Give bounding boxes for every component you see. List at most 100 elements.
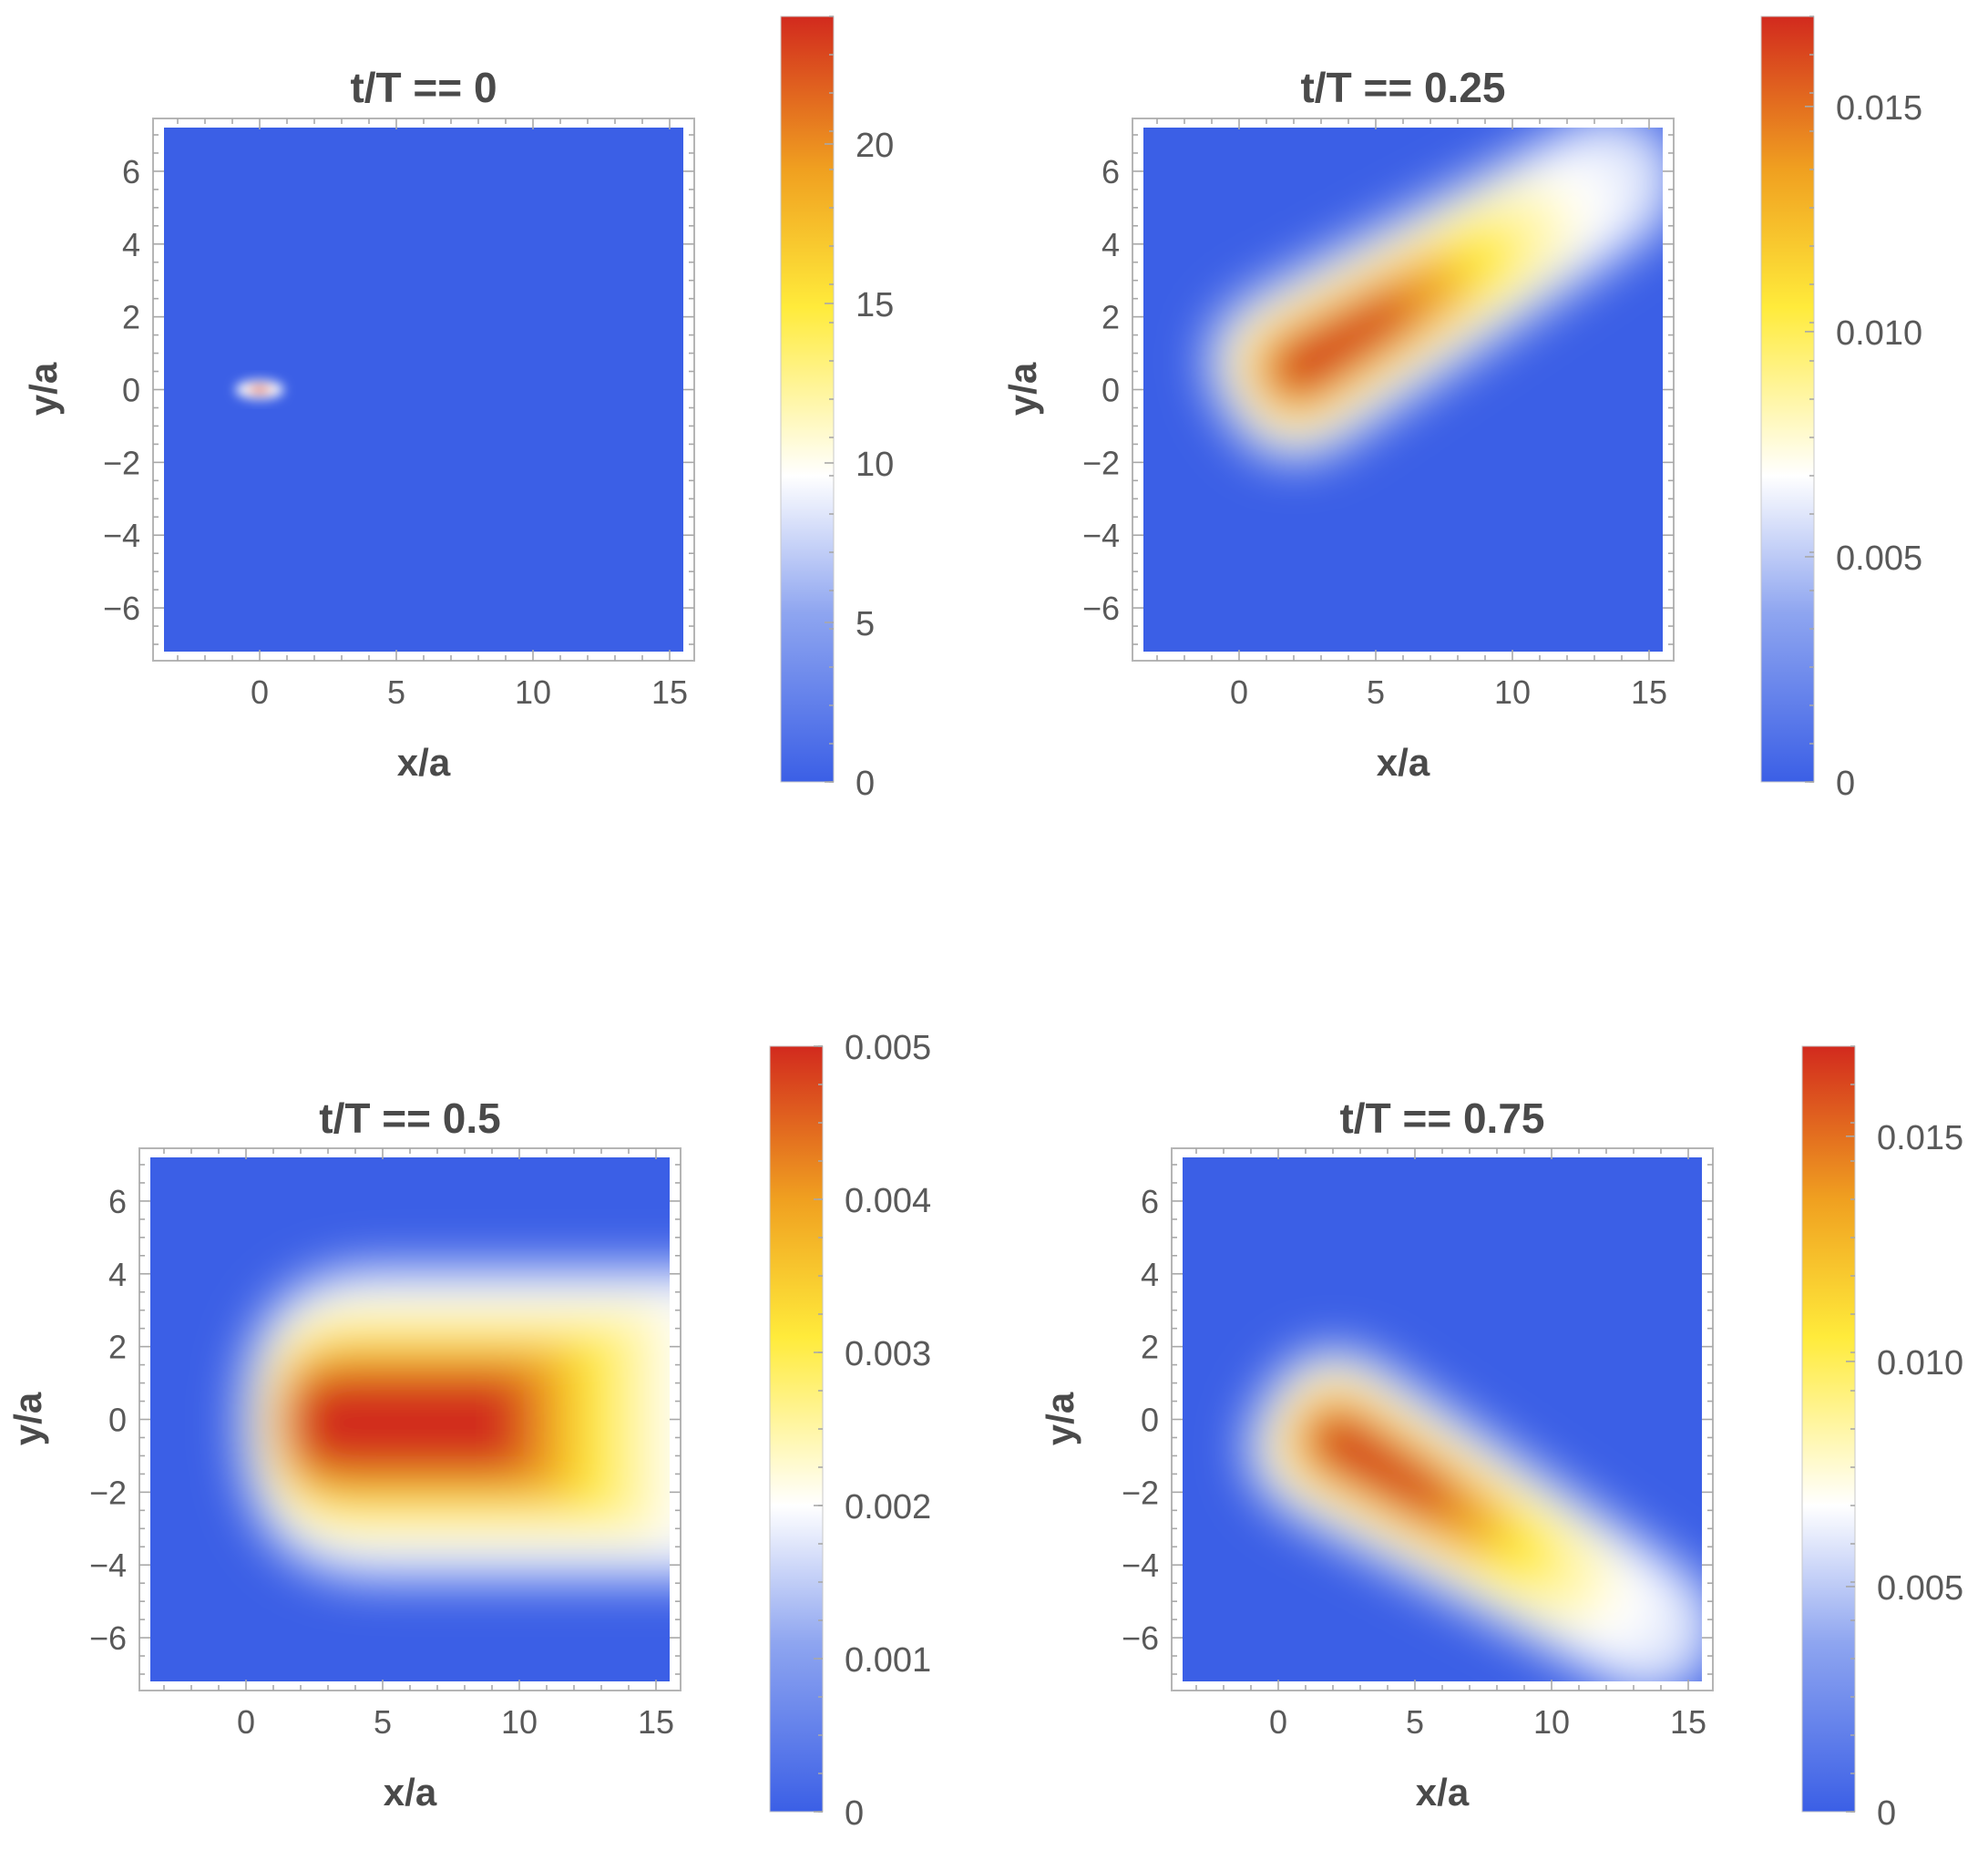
y-tick-label: 0 [1141, 1402, 1159, 1439]
heatmap-blob [1207, 128, 1663, 460]
y-tick-label: −4 [1082, 517, 1120, 554]
x-tick-label: 5 [1406, 1703, 1424, 1741]
y-tick-label: 4 [108, 1256, 127, 1293]
panel-t025: t/T == 0.25 0 5 10 15 −6 −4 −2 0 2 4 6 x/a y/a 0 0.… [1001, 15, 1922, 803]
x-tick-label: 15 [651, 673, 688, 711]
colorbar-tick-label: 20 [856, 127, 894, 165]
y-tick-label: −2 [103, 444, 140, 481]
density-contour [286, 1370, 528, 1476]
x-tick-label: 15 [1631, 673, 1667, 711]
colorbar-tick-label: 0 [1836, 765, 1855, 803]
y-tick-label: −4 [1122, 1547, 1159, 1584]
y-axis-label: y/a [1039, 1392, 1081, 1445]
panel-title: t/T == 0 [350, 64, 497, 111]
heatmap-blob [241, 1265, 670, 1580]
colorbar-ticks: 0 5 10 15 20 [825, 15, 894, 803]
colorbar-tick-label: 0.010 [1836, 314, 1922, 353]
density-contour [252, 386, 267, 393]
y-tick-label: 6 [108, 1183, 127, 1220]
colorbar-tick-label: 15 [856, 286, 894, 324]
colorbar-tick-label: 0.015 [1877, 1119, 1963, 1157]
y-tick-label: 4 [1141, 1256, 1159, 1293]
x-tick-label: 0 [1269, 1703, 1287, 1741]
x-tick-label: 15 [1670, 1703, 1706, 1741]
heatmap-blob [1246, 1349, 1702, 1681]
colorbar-tick-label: 0.003 [845, 1335, 931, 1373]
y-tick-label: 6 [1141, 1183, 1159, 1220]
y-tick-label: 0 [108, 1402, 127, 1439]
heatmap-area [164, 128, 683, 652]
colorbar: 0 0.005 0.010 0.015 [1760, 15, 1922, 803]
colorbar-gradient [769, 1045, 824, 1813]
heatmap-area [1183, 1157, 1702, 1681]
colorbar-ticks: 0 0.005 0.010 0.015 [1805, 15, 1922, 803]
y-tick-label: 2 [1141, 1329, 1159, 1366]
colorbar-tick-label: 5 [856, 605, 875, 643]
x-axis-label: x/a [397, 741, 451, 784]
y-tick-label: 0 [122, 372, 140, 409]
y-tick-label: 0 [1102, 372, 1120, 409]
x-tick-label: 0 [1230, 673, 1248, 711]
y-tick-label: 6 [122, 153, 140, 190]
colorbar-gradient [780, 15, 835, 783]
density-contour [1265, 287, 1417, 402]
panel-t0: t/T == 0 0 5 10 15 −6 −4 −2 0 2 4 6 x/a y/a 0 5 10 15… [22, 15, 894, 803]
y-axis-label: y/a [22, 362, 65, 416]
colorbar-tick-label: 10 [856, 446, 894, 484]
x-tick-label: 10 [501, 1703, 538, 1741]
x-tick-label: 10 [1533, 1703, 1570, 1741]
x-tick-label: 10 [515, 673, 551, 711]
colorbar-tick-label: 0.005 [845, 1029, 931, 1067]
y-tick-label: −6 [1082, 590, 1120, 627]
colorbar-tick-label: 0 [845, 1794, 864, 1833]
axis-ticks: 0 5 10 15 −6 −4 −2 0 2 4 6 [89, 1148, 681, 1741]
density-contour [1304, 1407, 1456, 1522]
colorbar-tick-label: 0 [1877, 1794, 1896, 1833]
panel-t05: t/T == 0.5 0 5 10 15 −6 −4 −2 0 2 4 6 x/a y/a 0 0.0… [6, 1029, 931, 1833]
heatmap-area [150, 1157, 670, 1681]
colorbar: 0 0.001 0.002 0.003 0.004 0.005 [769, 1029, 931, 1833]
colorbar-gradient [1801, 1045, 1856, 1813]
y-tick-label: −6 [103, 590, 140, 627]
x-tick-label: 15 [638, 1703, 674, 1741]
panel-t075: t/T == 0.75 0 5 10 15 −6 −4 −2 0 2 4 6 x/a y/a 0 0.… [1039, 1045, 1963, 1833]
x-tick-label: 0 [251, 673, 269, 711]
y-tick-label: −6 [89, 1619, 127, 1657]
x-axis-label: x/a [1416, 1771, 1470, 1814]
x-tick-label: 5 [1367, 673, 1385, 711]
y-tick-label: 2 [108, 1329, 127, 1366]
y-tick-label: −6 [1122, 1619, 1159, 1657]
colorbar-tick-label: 0.005 [1836, 540, 1922, 578]
y-tick-label: −4 [89, 1547, 127, 1584]
y-tick-label: 2 [122, 299, 140, 336]
colorbar-tick-label: 0.015 [1836, 89, 1922, 128]
heatmap-area [1143, 128, 1663, 652]
y-tick-label: −2 [1082, 444, 1120, 481]
y-tick-label: 2 [1102, 299, 1120, 336]
y-axis-label: y/a [6, 1392, 49, 1445]
colorbar-tick-label: 0.001 [845, 1641, 931, 1680]
y-axis-label: y/a [1001, 362, 1044, 416]
colorbar: 0 5 10 15 20 [780, 15, 894, 803]
colorbar-tick-label: 0.002 [845, 1488, 931, 1526]
colorbar-ticks: 0 0.005 0.010 0.015 [1846, 1045, 1963, 1833]
x-axis-label: x/a [1377, 741, 1430, 784]
y-tick-label: 6 [1102, 153, 1120, 190]
colorbar-gradient [1760, 15, 1815, 783]
axis-ticks: 0 5 10 15 −6 −4 −2 0 2 4 6 [1122, 1148, 1713, 1741]
x-tick-label: 10 [1494, 673, 1531, 711]
colorbar: 0 0.005 0.010 0.015 [1801, 1045, 1963, 1833]
y-tick-label: 4 [122, 226, 140, 263]
x-tick-label: 0 [237, 1703, 255, 1741]
y-tick-label: −4 [103, 517, 140, 554]
axis-ticks: 0 5 10 15 −6 −4 −2 0 2 4 6 [103, 118, 694, 711]
axis-ticks: 0 5 10 15 −6 −4 −2 0 2 4 6 [1082, 118, 1674, 711]
panel-title: t/T == 0.75 [1339, 1095, 1544, 1142]
colorbar-tick-label: 0.010 [1877, 1344, 1963, 1382]
panel-title: t/T == 0.5 [319, 1095, 500, 1142]
panel-title: t/T == 0.25 [1300, 64, 1505, 111]
x-tick-label: 5 [387, 673, 405, 711]
y-tick-label: 4 [1102, 226, 1120, 263]
colorbar-tick-label: 0 [856, 765, 875, 803]
